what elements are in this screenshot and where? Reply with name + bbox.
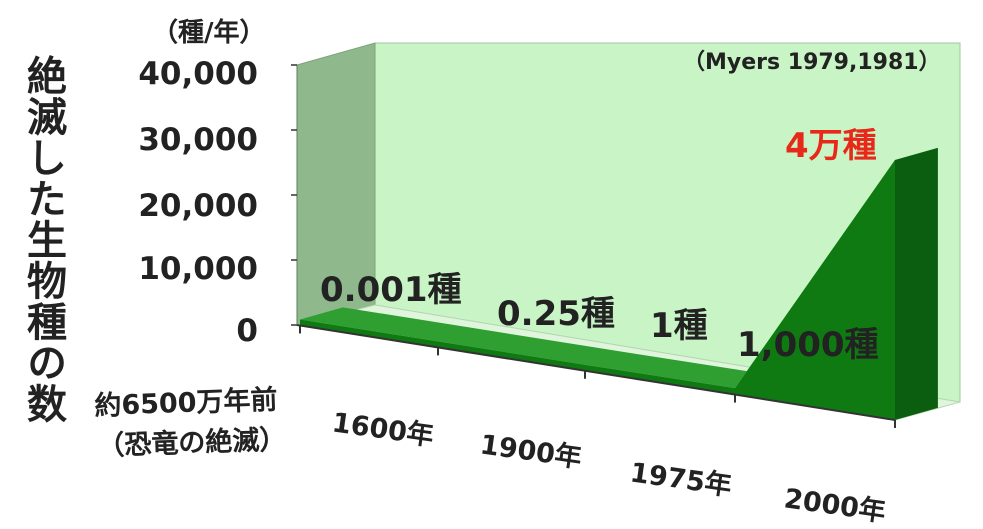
y-tick-label: 30,000 [138,122,258,158]
y-tick-label: 10,000 [138,251,258,287]
y-tick-label: 40,000 [138,56,258,92]
unit-label: （種/年） [152,18,266,48]
x-tick-label: 約6500万年前 [93,384,279,423]
x-axis-line [296,324,896,421]
series-front-face [300,160,895,420]
y-axis-label: 絶滅した生物種の数 [20,55,66,424]
value-label: 1,000種 [737,325,879,365]
series-end-face [895,147,938,420]
value-label: 1種 [650,306,708,346]
value-label: 0.25種 [497,294,615,334]
source-citation: （Myers 1979,1981） [683,50,941,75]
value-label: 0.001種 [320,270,462,310]
value-label-highlight: 4万種 [785,126,877,166]
y-tick-label: 0 [236,313,258,349]
x-tick-label: （恐竜の絶滅） [96,424,287,463]
y-tick-label: 20,000 [138,188,258,224]
